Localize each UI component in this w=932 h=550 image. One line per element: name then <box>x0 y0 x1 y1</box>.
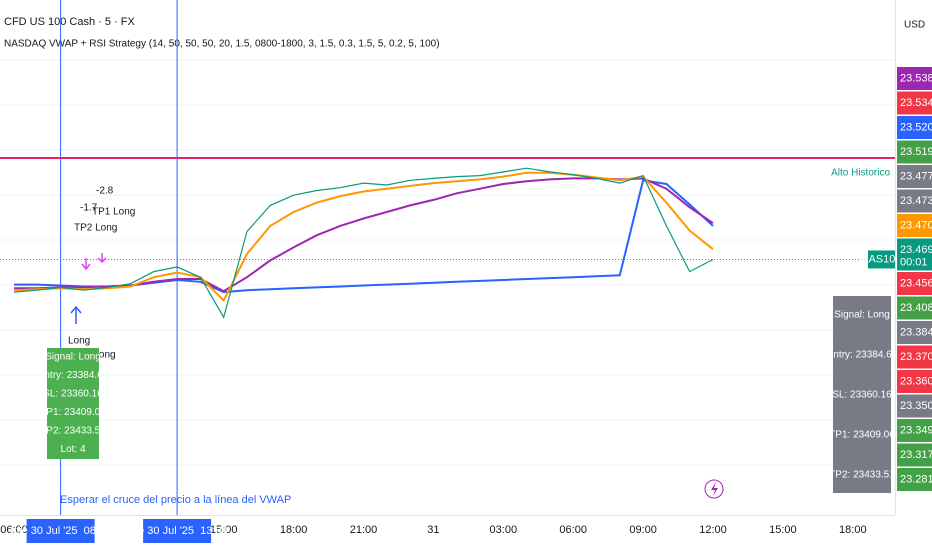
price-tag <box>897 419 932 442</box>
price-tag <box>897 67 932 90</box>
price-tag <box>897 189 932 213</box>
price-tag-label: 23.469,16 <box>900 244 932 256</box>
crosshair-label: mié 30 Jul '25 08:00 <box>10 525 111 537</box>
price-tag <box>897 272 932 295</box>
info-line: Entry: 23384.61 <box>827 350 898 361</box>
price-tag-label: 23.384,24 <box>900 326 932 338</box>
note: Esperar el cruce del precio a la línea d… <box>60 494 291 506</box>
signal-line: Signal: Long <box>45 352 101 363</box>
price-tag <box>897 238 932 271</box>
crosshair-badge <box>143 519 212 543</box>
x-tick-label: 06:00 <box>0 524 28 536</box>
chart-subtitle: NASDAQ VWAP + RSI Strategy (14, 50, 50, … <box>4 39 440 50</box>
price-tag <box>897 91 932 115</box>
x-tick-label: 09:00 <box>629 524 657 536</box>
info-line: TP2: 23433.51 <box>829 470 895 481</box>
price-tag <box>897 468 932 491</box>
price-tag-label: 23.281,95 <box>900 473 932 485</box>
price-tag-label: 23.408,27 <box>900 302 932 314</box>
last-price-label: NAS100 <box>861 253 902 265</box>
event-icon <box>704 479 724 499</box>
crosshair-label: mié 30 Jul '25 13:00 <box>127 525 228 537</box>
marker <box>81 253 107 271</box>
signal-box-text: Signal: Long Entry: 23384.61 SL: 23360.16 T… <box>38 352 109 456</box>
signal-line: Lot: 4 <box>60 444 85 455</box>
annotation: -1.7 <box>80 203 98 214</box>
signal-line: TP2: 23433.51 <box>40 426 106 437</box>
price-tag-label: 23.456,55 <box>900 277 932 289</box>
annotation: TP1 Long <box>92 207 135 218</box>
price-tag <box>897 394 932 418</box>
signal-line: SL: 23360.16 <box>43 389 103 400</box>
price-tag <box>897 116 932 139</box>
last-price-badge <box>868 250 895 269</box>
price-tag-sub: 00:01 <box>900 256 928 268</box>
grid <box>0 59 895 466</box>
crosshair-badge <box>26 519 95 543</box>
x-tick-label: 31 <box>427 524 439 536</box>
price-tags: 23.538,26 23.534,98 23.520,08 23.519,97 23.4… <box>897 67 932 491</box>
signal-line: TP1: 23409.06 <box>40 407 106 418</box>
signal-box <box>47 348 99 459</box>
price-tag-label: 23.520,08 <box>900 121 932 133</box>
chart-title: CFD US 100 Cash · 5 · FX <box>4 16 135 28</box>
price-tag <box>897 321 932 344</box>
price-tag <box>897 214 932 237</box>
arrow <box>70 305 82 324</box>
annotation: Long <box>68 336 90 347</box>
x-tick-label: 12:00 <box>699 524 727 536</box>
price-tag-label: 23.349,37 <box>900 424 932 436</box>
price-tag-label: 23.519,97 <box>900 146 932 158</box>
high-level-label: Alto Historico <box>831 168 890 179</box>
price-tag-label: 23.350,00 <box>900 400 932 412</box>
x-tick-label: 21:00 <box>350 524 378 536</box>
x-tick-label: 15:00 <box>769 524 797 536</box>
series-line <box>13 171 714 303</box>
price-tag-label: 23.470,33 <box>900 219 932 231</box>
price-tag-label: 23.370,00 <box>900 351 932 363</box>
info-panel <box>833 296 891 493</box>
info-line: Signal: Long <box>834 310 890 321</box>
time-axis: 06:00 15:00 18:00 21:00 31 03:00 06:00 09:00 12:… <box>0 519 867 543</box>
price-tag <box>897 443 932 467</box>
price-tag <box>897 165 932 188</box>
x-tick-label: 06:00 <box>559 524 587 536</box>
price-tag <box>897 140 932 164</box>
price-tag <box>897 370 932 393</box>
price-tag-label: 23.473,17 <box>900 195 932 207</box>
series-line <box>13 167 714 319</box>
signal-line: Entry: 23384.61 <box>38 370 109 381</box>
x-tick-label: 18:00 <box>280 524 308 536</box>
x-tick-label: 18:00 <box>839 524 867 536</box>
price-tag-label: 23.317,94 <box>900 449 932 461</box>
info-line: SL: 23360.16 <box>832 390 892 401</box>
price-tag-label: 23.360,16 <box>900 375 932 387</box>
price-tag-label: 23.534,98 <box>900 97 932 109</box>
x-tick-label: 15:00 <box>210 524 238 536</box>
price-tag <box>897 345 932 369</box>
info-panel-text: Signal: Long Entry: 23384.61 SL: 23360.16 T… <box>827 310 898 481</box>
annotation: -2.8 <box>96 186 114 197</box>
currency: USD <box>904 20 925 31</box>
event-icon <box>711 482 718 496</box>
info-line: TP1: 23409.06 <box>829 430 895 441</box>
annotation: TP2 Long <box>74 223 117 234</box>
price-tag <box>897 296 932 320</box>
price-tag-label: 23.477,98 <box>900 170 932 182</box>
plot: Alto Historico NAS100 <box>0 0 902 515</box>
price-tag-label: 23.538,26 <box>900 72 932 84</box>
x-tick-label: 03:00 <box>490 524 518 536</box>
